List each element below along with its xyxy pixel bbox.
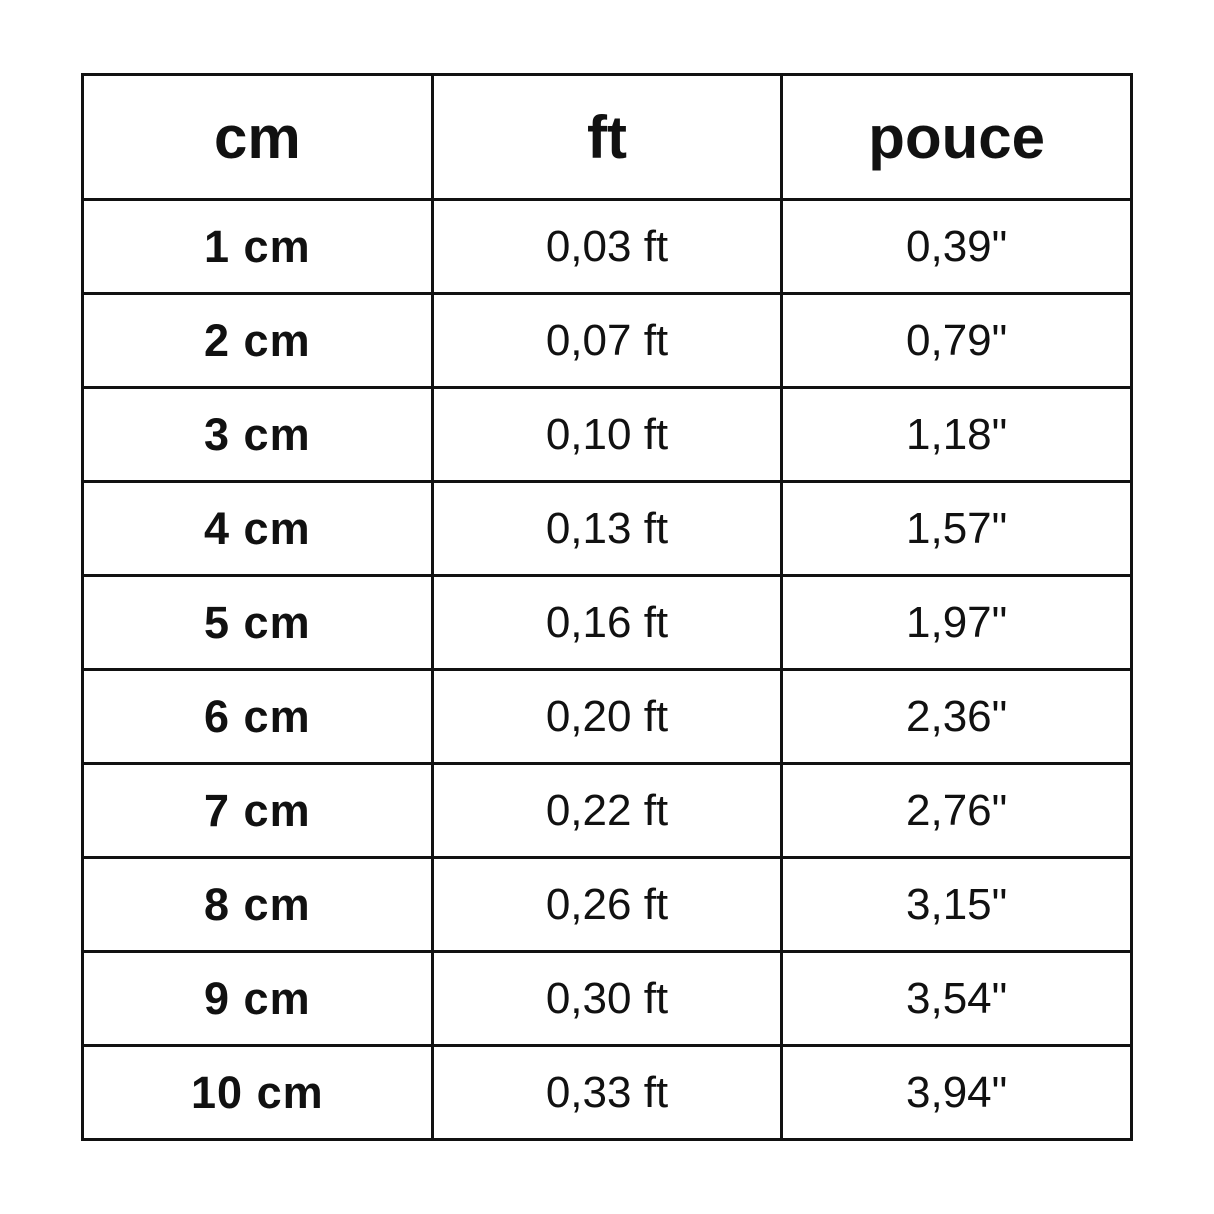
- cell-ft: 0,10 ft: [430, 386, 784, 483]
- table-row: 10 cm 0,33 ft 3,94": [81, 1044, 1133, 1141]
- cell-cm: 4 cm: [81, 480, 434, 577]
- cell-ft: 0,16 ft: [430, 574, 784, 671]
- table-row: 9 cm 0,30 ft 3,54": [81, 950, 1133, 1047]
- cell-pouce: 3,94": [780, 1044, 1133, 1141]
- cell-pouce: 2,36": [780, 668, 1133, 765]
- cell-pouce: 3,15": [780, 856, 1133, 953]
- cell-cm: 10 cm: [81, 1044, 434, 1141]
- cell-cm: 1 cm: [81, 198, 434, 295]
- cell-cm: 3 cm: [81, 386, 434, 483]
- table-row: 3 cm 0,10 ft 1,18": [81, 386, 1133, 483]
- table-row: 7 cm 0,22 ft 2,76": [81, 762, 1133, 859]
- table-row: 6 cm 0,20 ft 2,36": [81, 668, 1133, 765]
- cell-pouce: 1,57": [780, 480, 1133, 577]
- table-body: 1 cm 0,03 ft 0,39" 2 cm 0,07 ft 0,79" 3 …: [81, 198, 1133, 1141]
- cell-ft: 0,30 ft: [430, 950, 784, 1047]
- table-header-row: cm ft pouce: [81, 73, 1133, 201]
- header-cm: cm: [81, 73, 434, 201]
- table-row: 4 cm 0,13 ft 1,57": [81, 480, 1133, 577]
- table-row: 5 cm 0,16 ft 1,97": [81, 574, 1133, 671]
- conversion-table: cm ft pouce 1 cm 0,03 ft 0,39" 2 cm 0,07…: [81, 73, 1133, 1141]
- cell-ft: 0,13 ft: [430, 480, 784, 577]
- cell-cm: 6 cm: [81, 668, 434, 765]
- cell-cm: 7 cm: [81, 762, 434, 859]
- table-row: 1 cm 0,03 ft 0,39": [81, 198, 1133, 295]
- cell-ft: 0,20 ft: [430, 668, 784, 765]
- cell-pouce: 1,18": [780, 386, 1133, 483]
- cell-ft: 0,03 ft: [430, 198, 784, 295]
- table-row: 8 cm 0,26 ft 3,15": [81, 856, 1133, 953]
- cell-ft: 0,26 ft: [430, 856, 784, 953]
- cell-ft: 0,22 ft: [430, 762, 784, 859]
- cell-cm: 5 cm: [81, 574, 434, 671]
- header-ft: ft: [430, 73, 784, 201]
- cell-ft: 0,07 ft: [430, 292, 784, 389]
- cell-pouce: 0,79": [780, 292, 1133, 389]
- cell-pouce: 3,54": [780, 950, 1133, 1047]
- cell-pouce: 1,97": [780, 574, 1133, 671]
- table-row: 2 cm 0,07 ft 0,79": [81, 292, 1133, 389]
- cell-cm: 2 cm: [81, 292, 434, 389]
- cell-ft: 0,33 ft: [430, 1044, 784, 1141]
- cell-pouce: 2,76": [780, 762, 1133, 859]
- cell-cm: 9 cm: [81, 950, 434, 1047]
- cell-cm: 8 cm: [81, 856, 434, 953]
- header-pouce: pouce: [780, 73, 1133, 201]
- cell-pouce: 0,39": [780, 198, 1133, 295]
